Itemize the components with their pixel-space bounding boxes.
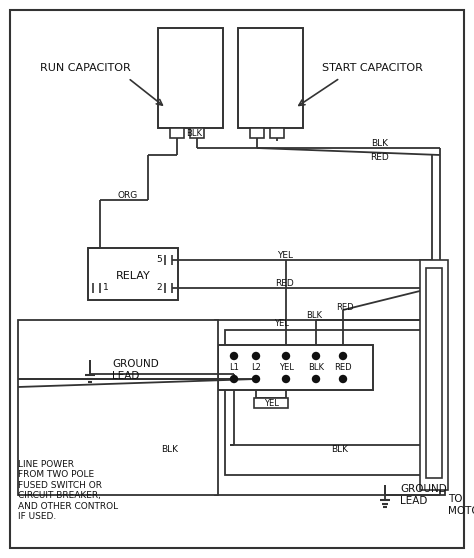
Text: GROUND
LEAD: GROUND LEAD: [400, 484, 447, 506]
Bar: [250, 128, 264, 138]
Bar: [215, 320, 445, 495]
Bar: [18, 320, 218, 495]
Bar: [88, 248, 178, 300]
Text: YEL: YEL: [277, 251, 293, 259]
Text: RUN CAPACITOR: RUN CAPACITOR: [40, 63, 130, 73]
Text: RED: RED: [275, 278, 294, 287]
Text: RED: RED: [336, 302, 354, 311]
Bar: [254, 398, 288, 408]
Circle shape: [312, 353, 319, 359]
Bar: [225, 330, 430, 475]
Bar: [238, 28, 303, 128]
Text: YEL: YEL: [273, 319, 289, 328]
Circle shape: [230, 376, 237, 382]
Bar: [420, 260, 448, 490]
Circle shape: [312, 376, 319, 382]
Circle shape: [283, 376, 290, 382]
Circle shape: [253, 376, 259, 382]
Text: YEL: YEL: [264, 398, 278, 407]
Circle shape: [339, 376, 346, 382]
Text: BLK: BLK: [331, 445, 348, 455]
Text: RELAY: RELAY: [116, 271, 150, 281]
Text: TO
MOTOR: TO MOTOR: [448, 494, 474, 516]
Text: GROUND
LEAD: GROUND LEAD: [112, 359, 159, 381]
Bar: [270, 128, 284, 138]
Text: BLK: BLK: [372, 140, 389, 148]
Bar: [218, 345, 373, 390]
Text: 2: 2: [156, 283, 162, 292]
Bar: [170, 128, 184, 138]
Text: BLK: BLK: [162, 445, 179, 455]
Text: 1: 1: [103, 283, 109, 292]
Text: YEL: YEL: [279, 363, 293, 372]
Text: LINE POWER
FROM TWO POLE
FUSED SWITCH OR
CIRCUIT BREAKER,
AND OTHER CONTROL
IF U: LINE POWER FROM TWO POLE FUSED SWITCH OR…: [18, 460, 118, 521]
Text: L2: L2: [251, 363, 261, 372]
Text: 5: 5: [156, 256, 162, 264]
Bar: [190, 128, 204, 138]
Text: BLK: BLK: [186, 128, 202, 137]
Circle shape: [253, 353, 259, 359]
Text: RED: RED: [334, 363, 352, 372]
Text: ORG: ORG: [118, 190, 138, 200]
Text: BLK: BLK: [308, 363, 324, 372]
Bar: [158, 28, 223, 128]
Text: RED: RED: [371, 153, 389, 162]
Circle shape: [339, 353, 346, 359]
Bar: [426, 268, 442, 478]
Text: BLK: BLK: [306, 310, 322, 320]
Circle shape: [230, 353, 237, 359]
Text: START CAPACITOR: START CAPACITOR: [321, 63, 422, 73]
Circle shape: [283, 353, 290, 359]
Text: L1: L1: [229, 363, 239, 372]
